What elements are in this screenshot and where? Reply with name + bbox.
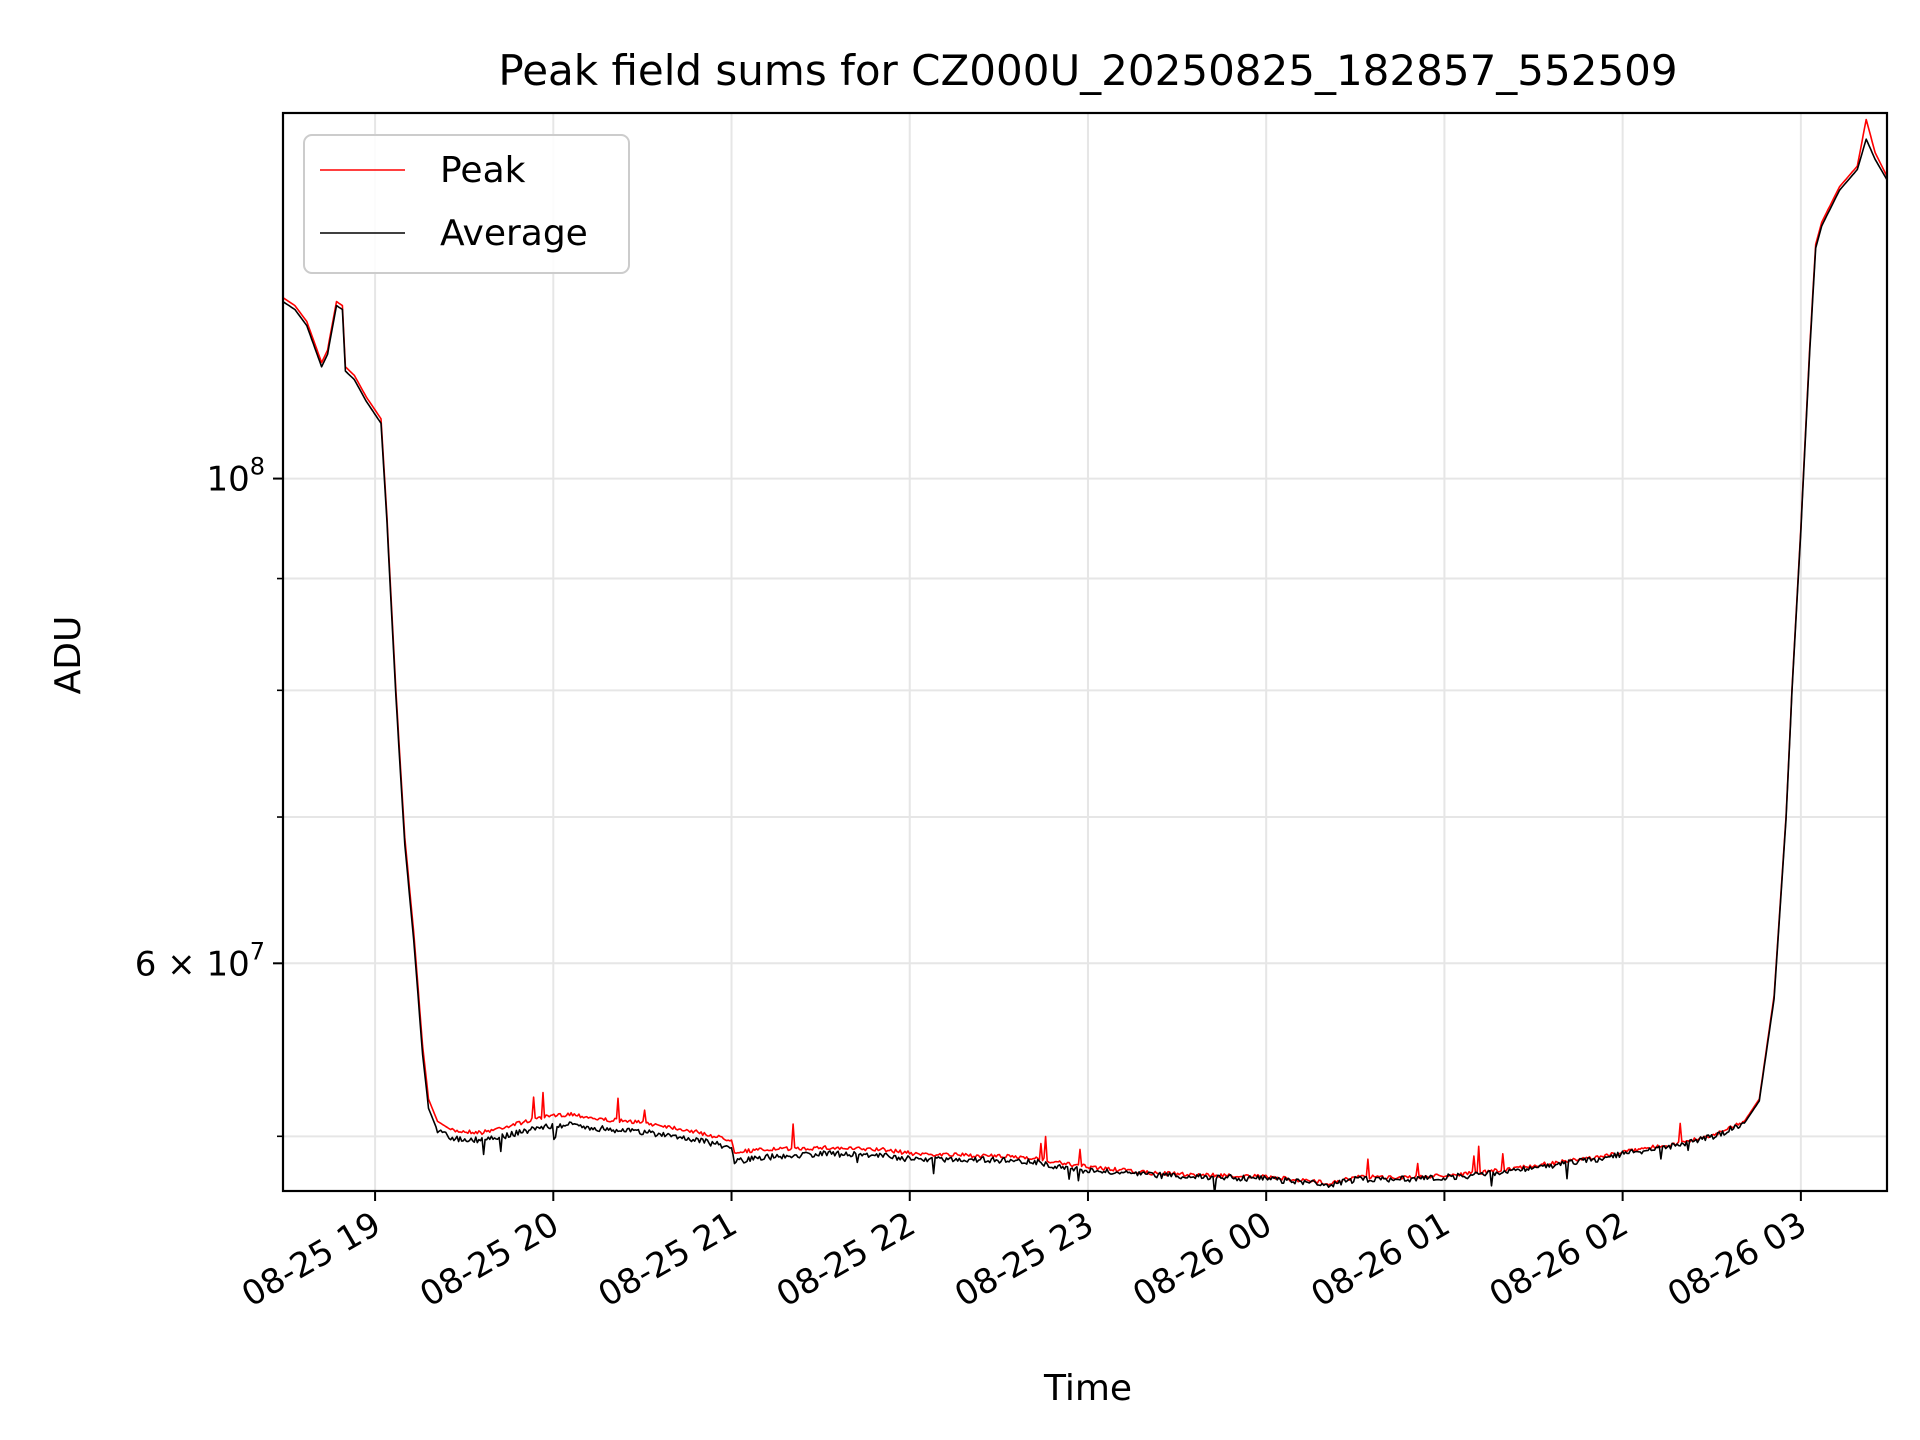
axes-frame	[281, 111, 1889, 1193]
legend: Peak Average	[303, 134, 630, 274]
legend-label-peak: Peak	[440, 150, 526, 191]
y-tick-label: 6 × 107	[135, 937, 265, 984]
y-axis-label: ADU	[48, 616, 89, 695]
series-line-peak	[283, 118, 1887, 1186]
grid	[283, 113, 1887, 1191]
plot-area	[283, 118, 1887, 1191]
series-line-average	[283, 138, 1887, 1191]
chart-title: Peak field sums for CZ000U_20250825_1828…	[498, 46, 1677, 95]
legend-label-average: Average	[440, 213, 588, 254]
y-tick-label: 108	[206, 453, 265, 500]
y-axis: 108 6 × 107	[135, 453, 283, 1138]
x-axis-label: Time	[1043, 1368, 1132, 1409]
